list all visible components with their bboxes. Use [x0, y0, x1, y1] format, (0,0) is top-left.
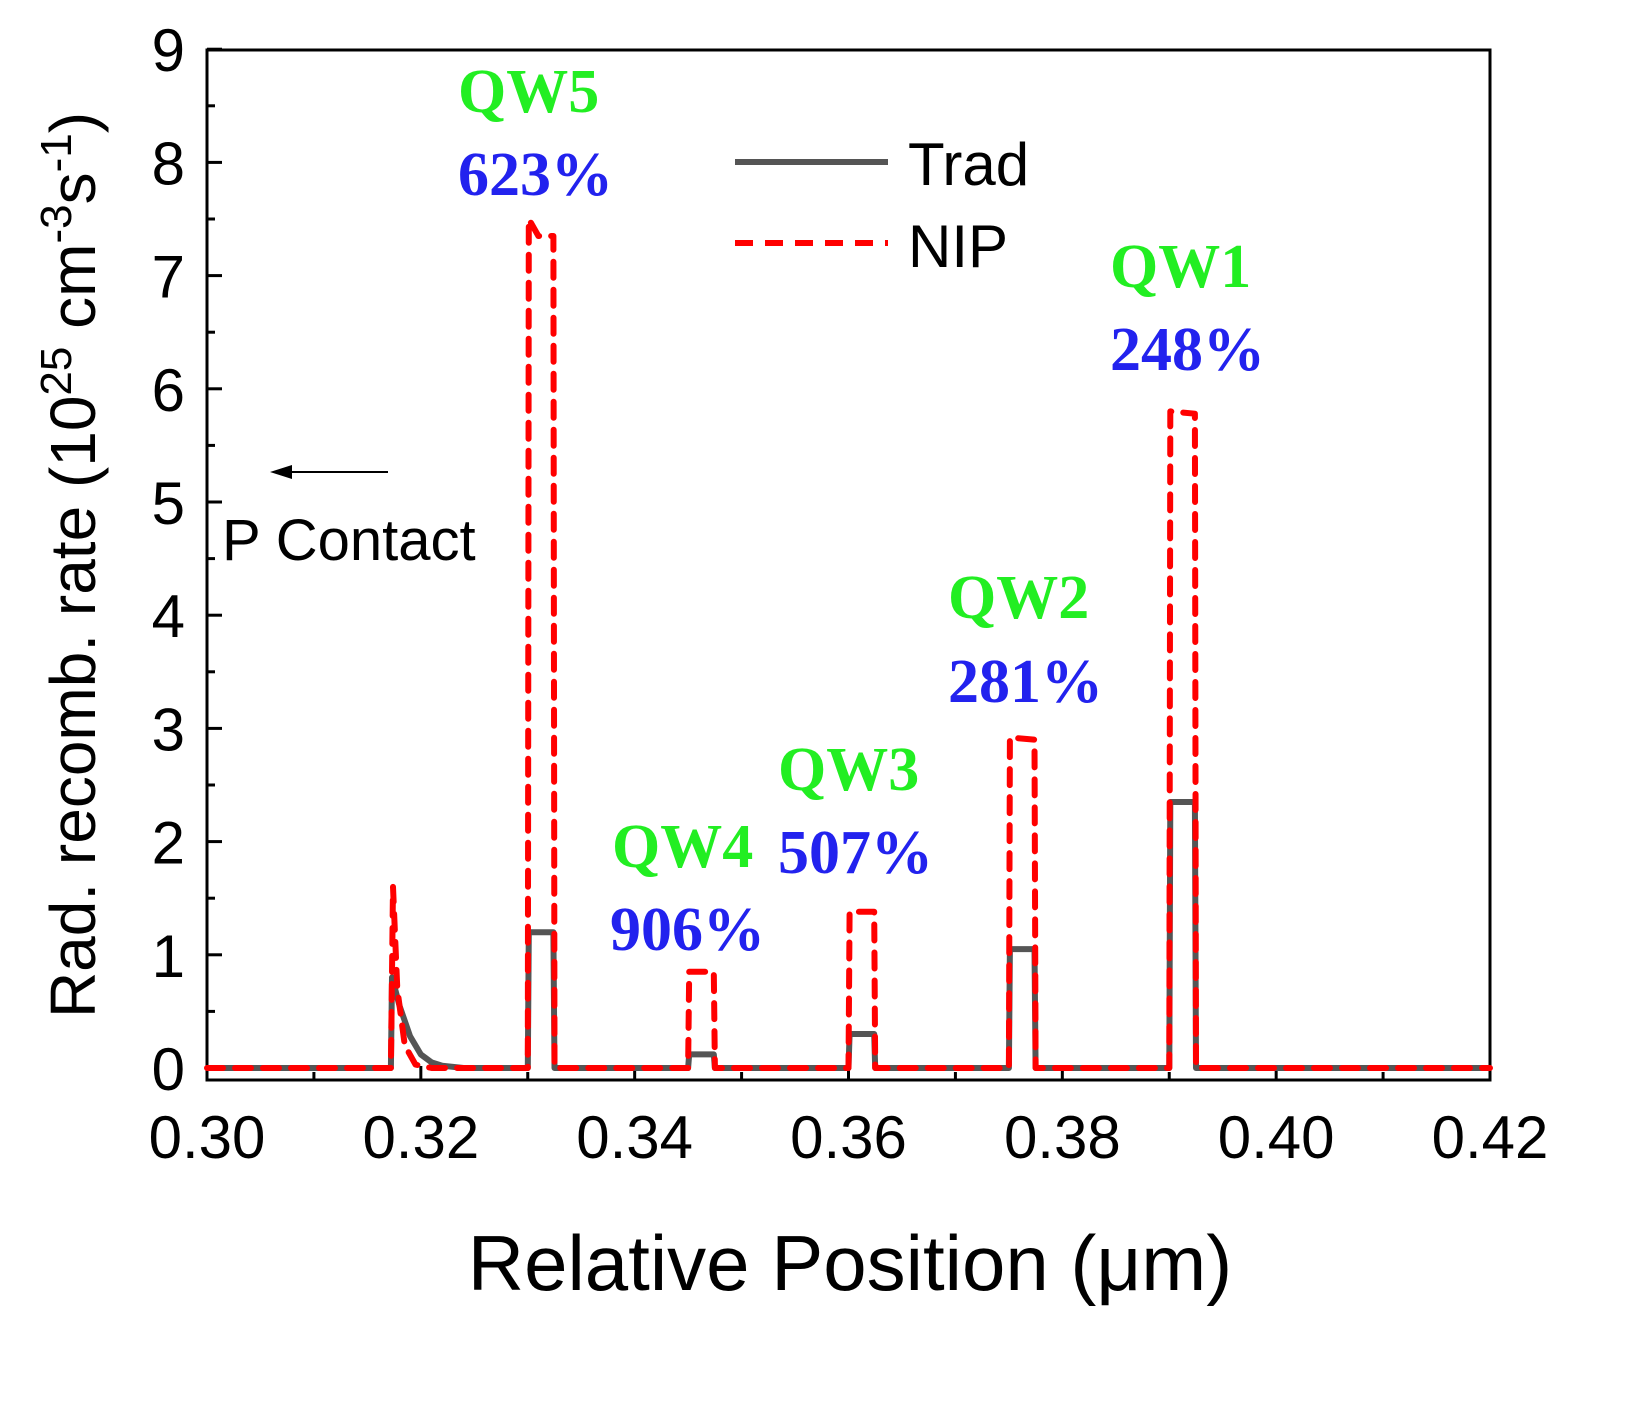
x-tick-label: 0.42 [1432, 1104, 1549, 1171]
qw2-label: QW2 [948, 564, 1089, 632]
y-tick-label: 9 [152, 17, 185, 84]
annotations: QW5 623% QW4 906% QW3 507% QW2 281% QW1 … [458, 58, 1265, 964]
arrowhead [270, 465, 292, 479]
axis-ticks [205, 47, 1492, 1080]
p-contact-label: P Contact [222, 508, 476, 573]
x-tick-label: 0.36 [790, 1104, 907, 1171]
p-contact-annotation: P Contact [222, 465, 476, 573]
series-group [204, 216, 1493, 1071]
legend-label-nip: NIP [908, 213, 1008, 280]
qw5-pct: 623% [458, 141, 613, 209]
x-tick-labels: 0.30 0.32 0.34 0.36 0.38 0.40 0.42 [149, 1104, 1549, 1171]
qw1-pct: 248% [1110, 316, 1265, 384]
x-tick-label: 0.32 [362, 1104, 479, 1171]
y-tick-label: 7 [152, 244, 185, 311]
y-tick-labels: 0 1 2 3 4 5 6 7 8 9 [152, 17, 185, 1103]
y-label-exp3: -1 [32, 133, 81, 172]
legend-label-trad: Trad [908, 131, 1029, 198]
qw1-label: QW1 [1110, 233, 1251, 301]
y-tick-label: 3 [152, 696, 185, 763]
qw3-label: QW3 [778, 736, 919, 804]
qw5-label: QW5 [458, 58, 599, 126]
x-tick-label: 0.30 [149, 1104, 266, 1171]
qw2-pct: 281% [948, 648, 1103, 716]
qw4-pct: 906% [610, 896, 765, 964]
series-nip [204, 216, 1493, 1071]
x-axis-label: Relative Position (μm) [468, 1219, 1233, 1307]
y-label-s: s [37, 172, 109, 204]
y-label-end: ) [37, 112, 109, 133]
y-tick-label: 4 [152, 583, 185, 650]
y-tick-label: 1 [152, 923, 185, 990]
y-label-exp1: 25 [32, 347, 81, 396]
y-label-main: Rad. recomb. rate (10 [37, 396, 109, 1019]
qw3-pct: 507% [778, 819, 933, 887]
legend: Trad NIP [735, 131, 1029, 280]
y-tick-label: 8 [152, 130, 185, 197]
qw4-label: QW4 [612, 813, 753, 881]
x-tick-label: 0.40 [1218, 1104, 1335, 1171]
x-tick-label: 0.34 [576, 1104, 693, 1171]
y-tick-label: 0 [152, 1036, 185, 1103]
y-label-exp2: -3 [32, 204, 81, 243]
y-tick-label: 5 [152, 470, 185, 537]
y-label-mid: cm [37, 244, 109, 347]
y-tick-label: 2 [152, 810, 185, 877]
y-tick-label: 6 [152, 357, 185, 424]
y-axis-label: Rad. recomb. rate (1025 cm-3s-1) [32, 112, 109, 1018]
x-tick-label: 0.38 [1004, 1104, 1121, 1171]
